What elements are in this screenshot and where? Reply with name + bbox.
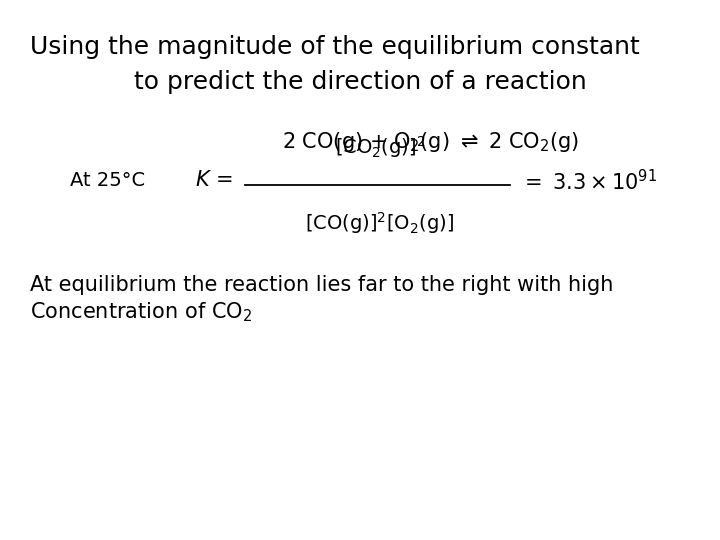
Text: 2 CO(g) + O$_2$(g) $\rightleftharpoons$ 2 CO$_2$(g): 2 CO(g) + O$_2$(g) $\rightleftharpoons$ …	[282, 130, 578, 154]
Text: At equilibrium the reaction lies far to the right with high: At equilibrium the reaction lies far to …	[30, 275, 613, 295]
Text: $= \ 3.3 \times 10^{91}$: $= \ 3.3 \times 10^{91}$	[520, 170, 657, 194]
Text: $[\mathrm{CO(g)}]^2[\mathrm{O_2(g)}]$: $[\mathrm{CO(g)}]^2[\mathrm{O_2(g)}]$	[305, 210, 454, 236]
Text: Concentration of CO$_2$: Concentration of CO$_2$	[30, 300, 252, 323]
Text: Using the magnitude of the equilibrium constant: Using the magnitude of the equilibrium c…	[30, 35, 640, 59]
Text: to predict the direction of a reaction: to predict the direction of a reaction	[134, 70, 586, 94]
Text: $K$ =: $K$ =	[195, 170, 233, 190]
Text: At 25°C: At 25°C	[70, 171, 145, 190]
Text: $[\mathrm{CO_2(g)}]^2$: $[\mathrm{CO_2(g)}]^2$	[335, 134, 426, 160]
